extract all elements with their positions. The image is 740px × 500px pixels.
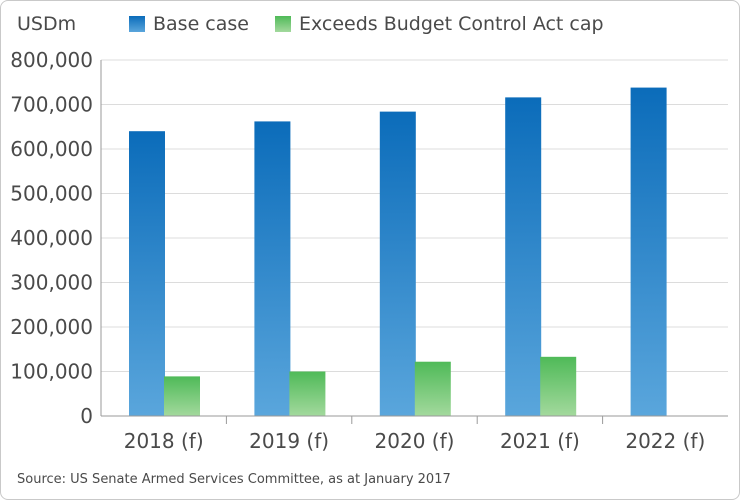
bar-base-case <box>505 97 542 416</box>
source-note: Source: US Senate Armed Services Committ… <box>17 472 451 487</box>
bar-exceeds-cap <box>289 371 326 416</box>
y-tick-label: 800,000 <box>10 48 93 72</box>
legend-swatch-base-case <box>129 16 145 32</box>
x-tick-label: 2018 (f) <box>124 429 204 453</box>
bar-base-case <box>379 111 416 417</box>
axes: 0 100,000 200,000 300,000 400,000 500,000 600,… <box>10 48 728 453</box>
bars <box>129 87 667 417</box>
bar-exceeds-cap <box>164 376 200 416</box>
legend-label-exceeds-cap: Exceeds Budget Control Act cap <box>298 13 604 35</box>
legend: Base case Exceeds Budget Control Act cap <box>129 13 630 35</box>
x-tick-label: 2022 (f) <box>625 429 705 453</box>
legend-label-base-case: Base case <box>153 13 249 35</box>
x-tick-label: 2020 (f) <box>375 429 455 453</box>
y-tick-label: 600,000 <box>10 137 93 161</box>
x-tick-label: 2019 (f) <box>249 429 329 453</box>
x-tick-label: 2021 (f) <box>500 429 580 453</box>
y-tick-label: 400,000 <box>10 226 93 250</box>
y-unit-label: USDm <box>17 13 77 35</box>
y-tick-label: 700,000 <box>10 93 93 117</box>
bar-exceeds-cap <box>540 356 577 416</box>
bar-exceeds-cap <box>414 361 451 416</box>
y-tick-label: 0 <box>80 404 93 428</box>
bar-base-case <box>254 121 291 416</box>
legend-swatch-exceeds-cap <box>274 16 291 32</box>
bar-base-case <box>129 131 165 416</box>
y-tick-label: 300,000 <box>10 271 93 295</box>
y-tick-label: 100,000 <box>10 360 93 384</box>
bar-base-case <box>630 87 667 416</box>
legend-item-base-case: Base case <box>129 13 249 35</box>
legend-item-exceeds-cap: Exceeds Budget Control Act cap <box>274 13 604 35</box>
y-tick-label: 200,000 <box>10 315 93 339</box>
y-tick-label: 500,000 <box>10 182 93 206</box>
